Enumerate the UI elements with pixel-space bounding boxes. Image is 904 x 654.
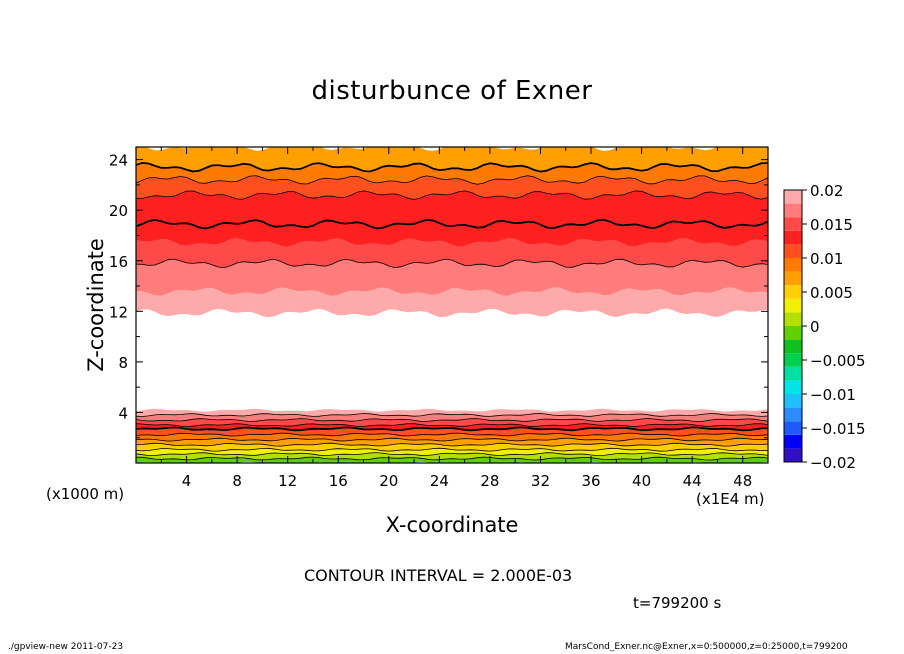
- colorbar-tick-label: 0.02: [810, 182, 843, 200]
- y-tick-label: 16: [109, 253, 128, 271]
- y-tick-label: 8: [118, 354, 128, 372]
- colorbar-cell: [784, 298, 802, 313]
- contour-line: [136, 456, 768, 461]
- colorbar-cell: [784, 326, 802, 340]
- colorbar-cell: [784, 380, 802, 394]
- x-unit-label: (x1000 m): [46, 485, 125, 503]
- colorbar-tick-label: 0.015: [810, 216, 853, 234]
- colorbar-tick-label: 0.01: [810, 250, 843, 268]
- colorbar-cell: [784, 339, 802, 354]
- colorbar-tick-label: −0.015: [810, 420, 866, 438]
- contour-line: [136, 447, 768, 452]
- colorbar-cell: [784, 448, 802, 462]
- colorbar-cell: [784, 285, 802, 299]
- y-tick-label: 24: [109, 152, 128, 170]
- colorbar-cell: [784, 203, 802, 218]
- y-tick-label: 4: [118, 404, 128, 422]
- colorbar-cell: [784, 190, 802, 204]
- contour-line: [136, 413, 768, 417]
- footer-right: MarsCond_Exner.nc@Exner,x=0:500000,z=0:2…: [565, 642, 848, 652]
- contour-line: [136, 258, 768, 269]
- colorbar-cell: [784, 312, 802, 326]
- x-tick-label: 20: [379, 472, 398, 490]
- colorbar: 0.02 0.015 0.01 0.005 0 −0.005 −0.01 −0.015 −0.0…: [783, 182, 866, 472]
- x-tick-label: 16: [329, 472, 348, 490]
- contour-line: [136, 218, 768, 230]
- contour-line: [136, 432, 768, 437]
- colorbar-cell: [784, 217, 802, 231]
- x-tick-label: 36: [581, 472, 600, 490]
- colorbar-cell: [784, 421, 802, 435]
- contour-interval-label: CONTOUR INTERVAL = 2.000E-03: [304, 566, 573, 585]
- x-scale-label: (x1E4 m): [696, 490, 765, 508]
- contour-line: [136, 161, 768, 173]
- colorbar-tick-label: −0.02: [810, 454, 856, 472]
- contour-line: [136, 426, 768, 432]
- contour-line: [136, 175, 768, 185]
- colorbar-tick-label: −0.01: [810, 386, 856, 404]
- colorbar-tick-label: 0: [810, 318, 820, 336]
- contour-lines: [136, 161, 768, 461]
- colorbar-cell: [784, 258, 802, 272]
- contour-line: [136, 190, 768, 200]
- chart-title: disturbunce of Exner: [311, 76, 593, 106]
- x-tick-label: 40: [632, 472, 651, 490]
- x-tick-label: 32: [531, 472, 550, 490]
- contour-line: [136, 437, 768, 442]
- x-tick-label: 8: [232, 472, 242, 490]
- colorbar-cell: [784, 366, 802, 381]
- field-band: [136, 307, 768, 412]
- contour-line: [136, 442, 768, 447]
- colorbar-cell: [784, 407, 802, 422]
- colorbar-cell: [784, 230, 802, 245]
- footer-left: ./gpview-new 2011-07-23: [8, 642, 124, 652]
- colorbar-cell: [784, 244, 802, 258]
- x-tick-label: 48: [733, 472, 752, 490]
- plot-frame: [135, 146, 769, 464]
- x-tick-label: 4: [182, 472, 192, 490]
- colorbar-cell: [784, 353, 802, 367]
- x-tick-label: 28: [480, 472, 499, 490]
- y-tick-label: 20: [109, 202, 128, 220]
- x-tick-label: 44: [683, 472, 702, 490]
- contour-line: [136, 452, 768, 457]
- contour-line: [136, 418, 768, 422]
- y-tick-label: 12: [109, 303, 128, 321]
- x-tick-label: 12: [278, 472, 297, 490]
- time-label: t=799200 s: [633, 594, 722, 612]
- x-axis-label: X-coordinate: [385, 513, 519, 537]
- x-tick-label: 24: [430, 472, 449, 490]
- colorbar-tick-label: 0.005: [810, 284, 853, 302]
- colorbar-cell: [784, 394, 802, 408]
- field-bands: [136, 147, 768, 463]
- colorbar-tick-label: −0.005: [810, 352, 866, 370]
- colorbar-cell: [784, 434, 802, 449]
- colorbar-cell: [784, 271, 802, 286]
- contour-line: [136, 423, 768, 428]
